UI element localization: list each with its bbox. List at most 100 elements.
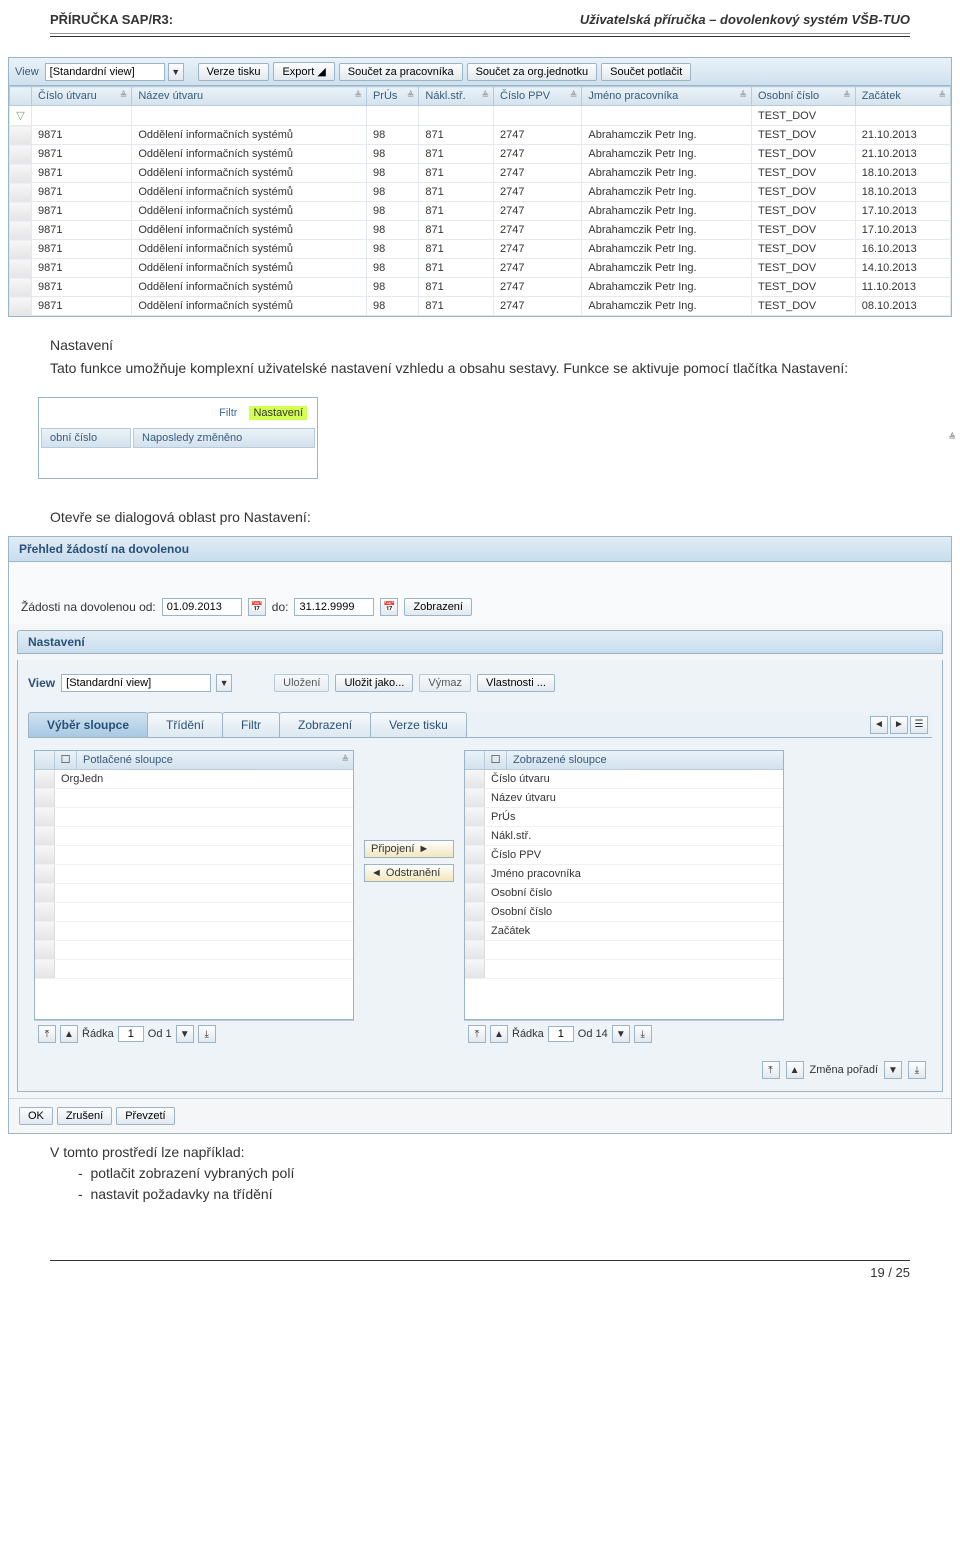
table-row[interactable]: 9871Oddělení informačních systémů9887127… [10, 202, 951, 221]
right-list-header[interactable]: Zobrazené sloupce [507, 751, 783, 769]
btn-verze-tisku[interactable]: Verze tisku [198, 63, 270, 81]
mini-col-naposledy[interactable]: Naposledy změněno≜ [133, 428, 315, 448]
tab-trideni[interactable]: Třídění [147, 712, 223, 737]
col-jmeno[interactable]: Jméno pracovníka≜ [582, 87, 752, 106]
date-to-input[interactable] [294, 598, 374, 616]
table-row[interactable]: 9871Oddělení informačních systémů9887127… [10, 240, 951, 259]
table-row[interactable]: 9871Oddělení informačních systémů9887127… [10, 259, 951, 278]
col-osobni[interactable]: Osobní číslo≜ [751, 87, 855, 106]
right-first-icon[interactable]: ⤒ [468, 1025, 486, 1043]
list-item[interactable]: Osobní číslo [465, 884, 783, 903]
calendar-to-icon[interactable]: 📅 [380, 598, 398, 616]
calendar-from-icon[interactable]: 📅 [248, 598, 266, 616]
date-from-input[interactable] [162, 598, 242, 616]
order-last-icon[interactable]: ⤓ [908, 1061, 926, 1079]
view-dropdown-arrow-icon[interactable]: ▼ [168, 63, 184, 81]
left-first-icon[interactable]: ⤒ [38, 1025, 56, 1043]
tab-scroll-right-icon[interactable]: ► [890, 716, 908, 734]
col-zacatek[interactable]: Začátek≜ [855, 87, 950, 106]
tab-scroll-left-icon[interactable]: ◄ [870, 716, 888, 734]
zobrazeni-button[interactable]: Zobrazení [404, 598, 472, 616]
list-item[interactable]: PrÚs [465, 808, 783, 827]
row-handle[interactable] [10, 126, 32, 145]
left-last-icon[interactable]: ⤓ [198, 1025, 216, 1043]
col-cislo-utvaru[interactable]: Číslo útvaru≜ [32, 87, 132, 106]
row-handle[interactable] [10, 183, 32, 202]
tab-filtr[interactable]: Filtr [222, 712, 280, 737]
table-row[interactable]: 9871Oddělení informačních systémů9887127… [10, 145, 951, 164]
order-first-icon[interactable]: ⤒ [762, 1061, 780, 1079]
row-handle[interactable] [10, 221, 32, 240]
filter-icon[interactable]: ▽ [10, 106, 32, 126]
right-last-icon[interactable]: ⤓ [634, 1025, 652, 1043]
left-row-input[interactable] [118, 1026, 144, 1042]
btn-export[interactable]: Export ◢ [273, 62, 334, 81]
view-dropdown-2-icon[interactable]: ▼ [216, 674, 232, 692]
list-item[interactable]: Osobní číslo [465, 903, 783, 922]
table-row[interactable]: 9871Oddělení informačních systémů9887127… [10, 164, 951, 183]
left-list-header[interactable]: Potlačené sloupce≜ [77, 751, 353, 769]
right-up-icon[interactable]: ▲ [490, 1025, 508, 1043]
btn-soucet-org[interactable]: Součet za org.jednotku [467, 63, 598, 81]
table-row[interactable]: 9871Oddělení informačních systémů9887127… [10, 126, 951, 145]
col-prus[interactable]: PrÚs≜ [366, 87, 418, 106]
view-input[interactable] [45, 63, 165, 81]
mini-col-obni[interactable]: obní číslo≜ [41, 428, 131, 448]
filter-prus[interactable] [366, 106, 418, 126]
filter-nakl[interactable] [419, 106, 494, 126]
tab-verze-tisku[interactable]: Verze tisku [370, 712, 467, 737]
filter-cu[interactable] [32, 106, 132, 126]
table-row[interactable]: 9871Oddělení informačních systémů9887127… [10, 221, 951, 240]
row-handle[interactable] [10, 164, 32, 183]
filter-ppv[interactable] [494, 106, 582, 126]
order-down-icon[interactable]: ▼ [884, 1061, 902, 1079]
table-row[interactable]: 9871Oddělení informačních systémů9887127… [10, 278, 951, 297]
btn-ok[interactable]: OK [19, 1107, 53, 1125]
col-nazev-utvaru[interactable]: Název útvaru≜ [132, 87, 367, 106]
right-row-input[interactable] [548, 1026, 574, 1042]
select-all-right-icon[interactable]: ☐ [485, 751, 507, 769]
tab-list-icon[interactable]: ☰ [910, 716, 928, 734]
col-ppv[interactable]: Číslo PPV≜ [494, 87, 582, 106]
btn-vlastnosti[interactable]: Vlastnosti ... [477, 674, 555, 692]
list-item[interactable]: OrgJedn [35, 770, 353, 789]
col-naklstr[interactable]: Nákl.stř.≜ [419, 87, 494, 106]
btn-vymaz[interactable]: Výmaz [419, 674, 471, 692]
list-item[interactable]: Název útvaru [465, 789, 783, 808]
filter-osobni[interactable]: TEST_DOV [751, 106, 855, 126]
right-down-icon[interactable]: ▼ [612, 1025, 630, 1043]
nastaveni-link-highlighted[interactable]: Nastavení [249, 406, 307, 420]
table-row[interactable]: 9871Oddělení informačních systémů9887127… [10, 297, 951, 316]
btn-prevzeti[interactable]: Převzetí [116, 1107, 174, 1125]
list-item[interactable]: Jméno pracovníka [465, 865, 783, 884]
filter-jmeno[interactable] [582, 106, 752, 126]
filter-zac[interactable] [855, 106, 950, 126]
row-handle[interactable] [10, 240, 32, 259]
list-item[interactable]: Číslo PPV [465, 846, 783, 865]
btn-pripojeni[interactable]: Připojení► [364, 840, 454, 858]
select-all-left-icon[interactable]: ☐ [55, 751, 77, 769]
btn-ulozeni[interactable]: Uložení [274, 674, 329, 692]
filter-nazev[interactable] [132, 106, 367, 126]
list-item[interactable]: Číslo útvaru [465, 770, 783, 789]
order-up-icon[interactable]: ▲ [786, 1061, 804, 1079]
filtr-link[interactable]: Filtr [219, 407, 237, 419]
btn-ulozit-jako[interactable]: Uložit jako... [335, 674, 413, 692]
btn-soucet-potlacit[interactable]: Součet potlačit [601, 63, 691, 81]
view-input-2[interactable] [61, 674, 211, 692]
tab-vyber-sloupce[interactable]: Výběr sloupce [28, 712, 148, 737]
btn-soucet-pracovnik[interactable]: Součet za pracovníka [339, 63, 463, 81]
row-handle[interactable] [10, 278, 32, 297]
row-handle[interactable] [10, 259, 32, 278]
btn-odstraneni[interactable]: ◄Odstranění [364, 864, 454, 882]
list-item[interactable]: Začátek [465, 922, 783, 941]
table-row[interactable]: 9871Oddělení informačních systémů9887127… [10, 183, 951, 202]
btn-zruseni[interactable]: Zrušení [57, 1107, 112, 1125]
left-down-icon[interactable]: ▼ [176, 1025, 194, 1043]
list-item[interactable]: Nákl.stř. [465, 827, 783, 846]
row-handle[interactable] [10, 145, 32, 164]
left-up-icon[interactable]: ▲ [60, 1025, 78, 1043]
row-handle[interactable] [10, 202, 32, 221]
tab-zobrazeni[interactable]: Zobrazení [279, 712, 371, 737]
row-handle[interactable] [10, 297, 32, 316]
